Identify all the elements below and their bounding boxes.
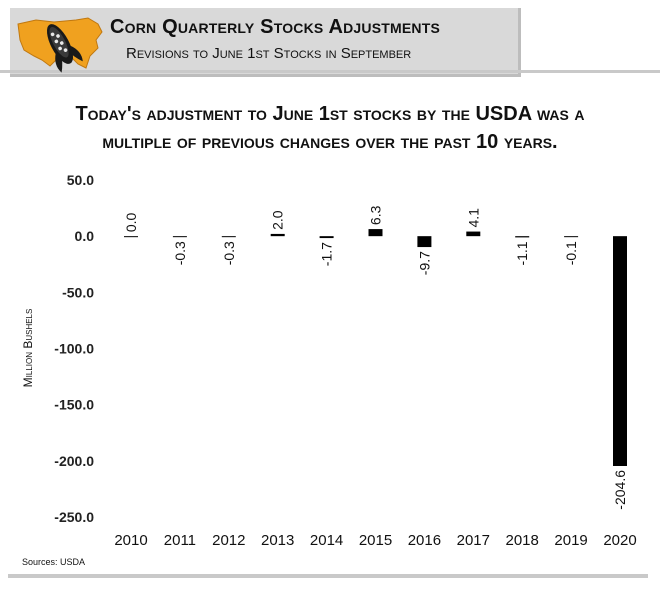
data-label: 2.0 xyxy=(270,210,286,230)
x-tick-label: 2020 xyxy=(603,532,636,549)
data-label: -204.6 xyxy=(612,470,628,510)
bar-2013 xyxy=(270,233,285,237)
x-tick-label: 2010 xyxy=(114,532,147,549)
x-tick-label: 2013 xyxy=(261,532,294,549)
data-label: -1.7 xyxy=(319,242,335,266)
x-tick-label: 2014 xyxy=(310,532,343,549)
x-tick-label: 2018 xyxy=(506,532,539,549)
banner-divider xyxy=(0,70,660,73)
x-tick-label: 2017 xyxy=(457,532,490,549)
headline-line-2: multiple of previous changes over the pa… xyxy=(102,131,558,153)
chart-subtitle: Revisions to June 1st Stocks in Septembe… xyxy=(126,45,412,62)
data-label: -0.1 xyxy=(563,241,579,265)
y-tick-label: -250.0 xyxy=(54,509,94,525)
headline-line-1: Today's adjustment to June 1st stocks by… xyxy=(75,103,585,125)
data-label: 6.3 xyxy=(368,205,384,225)
bar-2014 xyxy=(319,236,334,239)
bar-2015 xyxy=(368,229,383,237)
data-label: 4.1 xyxy=(465,208,481,228)
y-tick-label: 50.0 xyxy=(67,172,94,188)
y-tick-label: -200.0 xyxy=(54,453,94,469)
bar-2020 xyxy=(613,236,627,467)
x-tick-label: 2016 xyxy=(408,532,441,549)
data-label: -0.3 xyxy=(172,241,188,265)
chart-title: Corn Quarterly Stocks Adjustments xyxy=(110,16,441,38)
data-label: 0.0 xyxy=(123,212,139,232)
bar-2017 xyxy=(466,231,481,237)
bar-2016 xyxy=(417,236,432,248)
source-note: Sources: USDA xyxy=(22,557,86,567)
footer-divider xyxy=(8,574,648,578)
y-tick-label: -150.0 xyxy=(54,397,94,413)
headline: Today's adjustment to June 1st stocks by… xyxy=(0,100,660,156)
bar-2012 xyxy=(221,236,236,238)
bar-2018 xyxy=(515,236,530,238)
bar-2011 xyxy=(172,236,187,238)
x-tick-label: 2011 xyxy=(164,532,196,549)
y-axis-title: Million Bushels xyxy=(21,309,35,388)
data-label: -0.3 xyxy=(221,241,237,265)
x-tick-label: 2015 xyxy=(359,532,392,549)
y-tick-label: -50.0 xyxy=(62,284,94,300)
data-label: -1.1 xyxy=(514,241,530,265)
bar-2010 xyxy=(124,236,138,238)
x-tick-label: 2019 xyxy=(554,532,587,549)
data-label: -9.7 xyxy=(416,251,432,275)
x-tick-label: 2012 xyxy=(212,532,245,549)
y-tick-label: 0.0 xyxy=(75,228,95,244)
bar-2019 xyxy=(564,236,579,238)
us-map-corn-icon xyxy=(17,17,103,73)
y-tick-label: -100.0 xyxy=(54,341,94,357)
